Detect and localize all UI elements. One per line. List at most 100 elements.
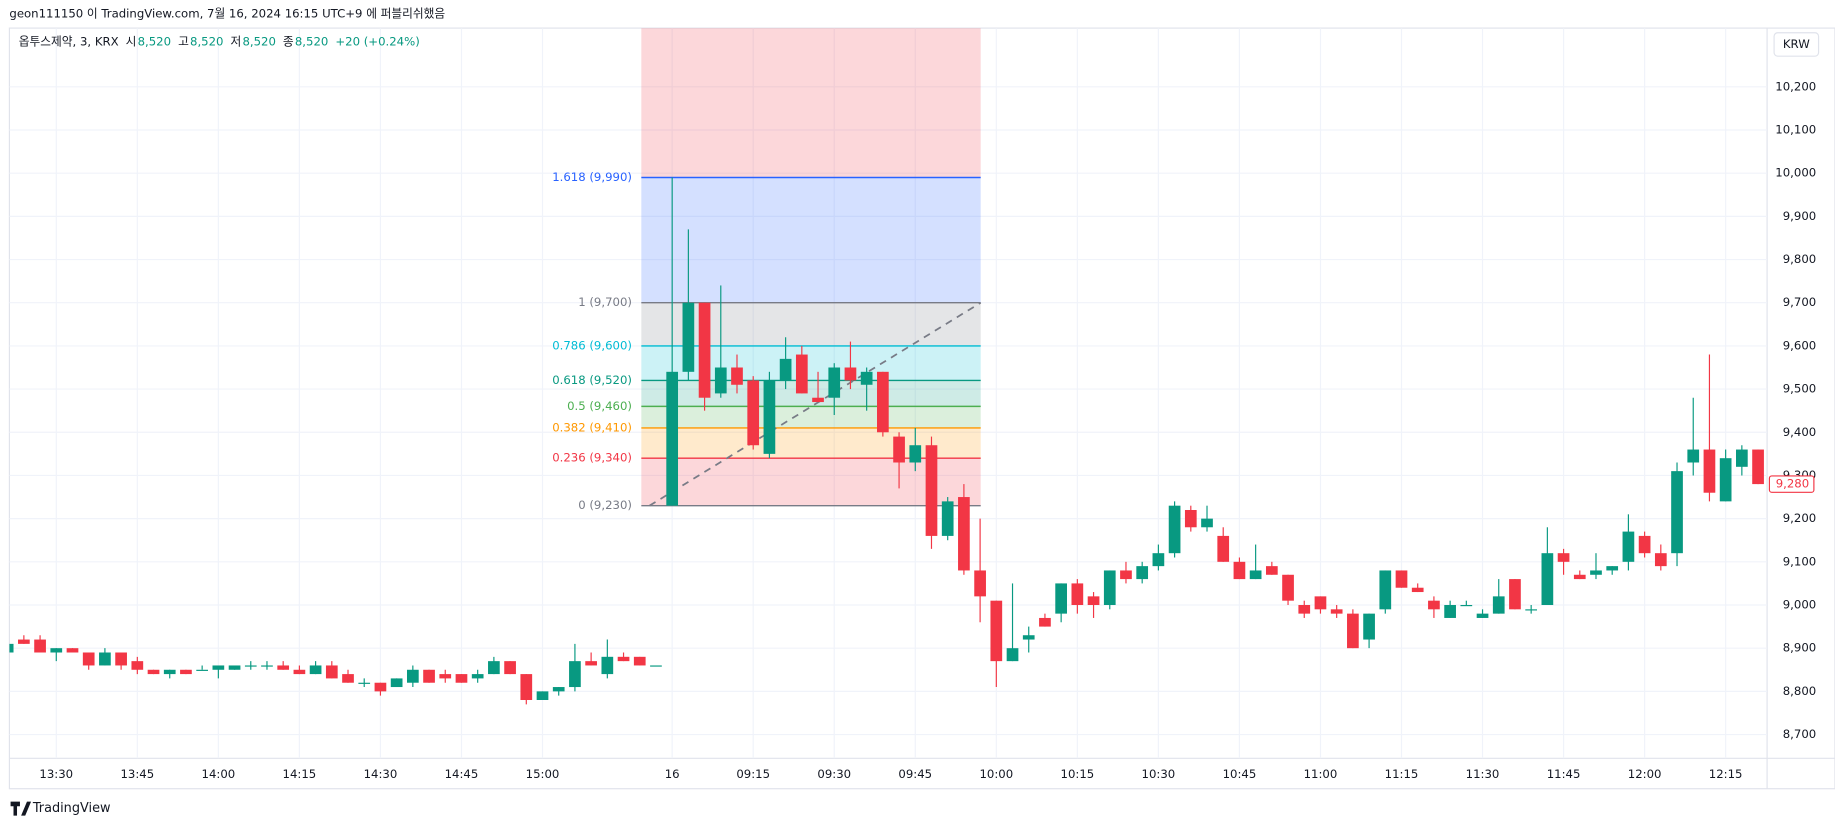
x-tick-label: 09:15 [736, 767, 770, 781]
candle-body [1233, 561, 1246, 580]
legend-change: +20 (+0.24%) [335, 35, 419, 49]
y-tick-label: 10,200 [1775, 79, 1816, 93]
candle-body [1395, 570, 1408, 588]
candle-body [844, 367, 857, 381]
y-tick-label: 8,900 [1783, 641, 1816, 655]
candle-body [1249, 570, 1262, 580]
candle-body [1476, 613, 1489, 618]
candle-body [1201, 518, 1213, 528]
fib-band [641, 302, 981, 346]
x-tick-label: 11:45 [1547, 767, 1581, 781]
candle-body [325, 665, 338, 679]
fib-band [641, 427, 981, 459]
candle-body [342, 674, 354, 683]
candle-body [958, 497, 970, 571]
x-tick-label: 10:30 [1142, 767, 1176, 781]
brand: TradingView [32, 801, 111, 816]
candle-body [228, 665, 241, 670]
candle-body [682, 302, 695, 372]
fib-label: 0 (9,230) [578, 498, 632, 512]
fib-retracement [641, 28, 982, 507]
legend-name: 종 [283, 35, 294, 49]
y-tick-label: 9,800 [1783, 252, 1816, 266]
candle-body [1168, 505, 1181, 554]
x-tick-label: 16 [665, 767, 680, 781]
candle-body [1509, 579, 1521, 610]
candle-body [1347, 613, 1359, 649]
candle-body [909, 445, 922, 463]
candle-body [974, 570, 986, 597]
candle-body [1590, 570, 1602, 575]
candle-body [1703, 449, 1716, 493]
candle-body [1282, 574, 1294, 601]
candle-body [277, 665, 290, 670]
last-price-label: 9,280 [1776, 477, 1809, 491]
candle-body [1022, 635, 1035, 640]
candle-body [293, 669, 306, 675]
candle-body [99, 652, 111, 666]
candle-body [163, 669, 176, 675]
candle-body [309, 665, 322, 675]
axes: 8,7008,8008,9009,0009,1009,2009,3009,400… [39, 79, 1816, 781]
candle-body [1103, 570, 1116, 606]
y-tick-label: 9,700 [1783, 295, 1816, 309]
candle-body [1573, 574, 1586, 580]
fib-label: 0.382 (9,410) [552, 420, 632, 434]
candle-body [1460, 605, 1473, 607]
y-tick-label: 9,900 [1783, 209, 1816, 223]
candle-body [1411, 587, 1424, 593]
candle-body [828, 367, 841, 398]
x-tick-label: 15:00 [526, 767, 560, 781]
y-tick-label: 9,400 [1783, 425, 1816, 439]
y-tick-label: 10,000 [1775, 166, 1816, 180]
x-tick-label: 14:15 [283, 767, 317, 781]
candle-body [698, 302, 711, 398]
candle-body [1184, 509, 1197, 528]
candle-body [66, 648, 79, 653]
candle-body [1752, 449, 1764, 485]
fib-band [641, 458, 981, 506]
fib-band [641, 380, 981, 407]
candle-body [1557, 553, 1570, 562]
currency-button[interactable] [1773, 32, 1820, 57]
candle-body [925, 445, 938, 536]
fib-label: 0.618 (9,520) [552, 373, 632, 387]
candle-body [1379, 570, 1392, 610]
legend-name: 고 [178, 35, 189, 49]
y-tick-label: 9,500 [1783, 382, 1816, 396]
legend-value: 8,520 [242, 35, 275, 49]
candle-body [893, 436, 905, 463]
trend-line [649, 301, 982, 507]
fib-label: 1 (9,700) [578, 295, 632, 309]
candle-body [115, 652, 127, 666]
brand-logo [10, 801, 32, 816]
x-tick-label: 14:30 [364, 767, 398, 781]
candle-body [860, 371, 873, 385]
candle-body [1606, 566, 1619, 571]
candle-body [439, 674, 452, 679]
candle-body [1298, 605, 1311, 614]
candle-body [180, 669, 192, 675]
candle-body [1541, 553, 1554, 606]
y-tick-label: 8,800 [1783, 684, 1816, 698]
candle-body [18, 639, 30, 644]
legend-name: 시 [126, 35, 137, 49]
fib-label: 1.618 (9,990) [552, 170, 632, 184]
candle-body [1136, 566, 1149, 580]
candle-body [812, 397, 824, 403]
candle-body [1071, 583, 1084, 606]
candle-body [131, 661, 144, 670]
candle-body [261, 665, 273, 667]
x-tick-label: 11:00 [1304, 767, 1338, 781]
x-tick-label: 13:30 [39, 767, 73, 781]
currency[interactable]: KRW [1783, 37, 1810, 51]
candle-body [34, 639, 46, 653]
candle-body [1622, 531, 1635, 562]
legend-value: 8,520 [190, 35, 223, 49]
candle-body [1152, 553, 1165, 567]
candle-body [1638, 535, 1651, 554]
candle-body [536, 691, 549, 701]
candles [9, 177, 1764, 705]
x-tick-label: 09:30 [817, 767, 851, 781]
